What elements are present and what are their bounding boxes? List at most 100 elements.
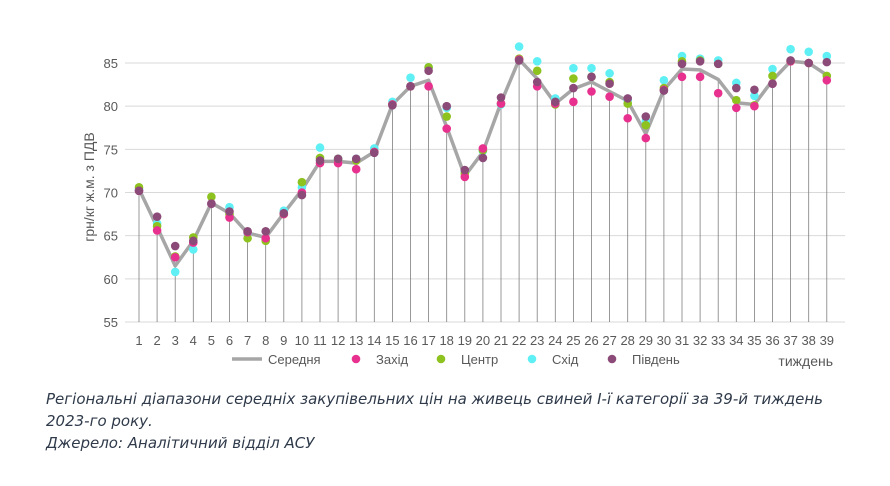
marker-Південь — [152, 212, 162, 221]
x-tick-label: 23 — [530, 333, 544, 348]
marker-Південь — [768, 79, 777, 89]
marker-Південь — [587, 72, 596, 82]
marker-Захід — [605, 92, 614, 101]
marker-Південь — [677, 59, 687, 69]
marker-Південь — [351, 154, 361, 164]
marker-Південь — [514, 56, 524, 65]
x-tick-label: 31 — [675, 333, 689, 348]
caption-line-2: 2023-го року. — [46, 412, 153, 430]
x-tick-label: 13 — [349, 333, 363, 348]
marker-Південь — [424, 66, 433, 76]
marker-Центр — [207, 192, 216, 202]
marker-Захід — [623, 113, 632, 123]
x-tick-label: 28 — [620, 333, 634, 348]
x-tick-label: 34 — [729, 333, 743, 348]
chart-area: 55 60 65 70 75 80 85 1 2 3 4 5 6 7 8 9 10 11 12 13 14 15 16 17 1… — [81, 42, 845, 369]
marker-Південь — [442, 101, 452, 111]
legend-label: Південь — [632, 352, 680, 367]
y-tick-label: 85 — [104, 56, 118, 71]
x-tick-label: 24 — [548, 333, 562, 348]
marker-Захід — [442, 124, 452, 133]
marker-Південь — [605, 79, 614, 89]
x-tick-label: 2 — [153, 333, 160, 348]
x-tick-label: 22 — [512, 333, 526, 348]
marker-Південь — [370, 148, 379, 158]
x-tick-label: 1 — [135, 333, 142, 348]
x-tick-label: 37 — [783, 333, 797, 348]
x-tick-label: 39 — [820, 333, 834, 348]
marker-Південь — [225, 207, 234, 216]
x-tick-label: 6 — [226, 333, 233, 348]
marker-Південь — [478, 153, 488, 163]
marker-Центр — [297, 177, 307, 187]
marker-Захід — [225, 213, 234, 222]
x-tick-label: 20 — [476, 333, 490, 348]
legend-swatch-Південь — [607, 354, 617, 364]
x-tick-label: 36 — [765, 333, 779, 348]
y-tick-label: 55 — [104, 315, 118, 330]
marker-Південь — [732, 83, 741, 93]
x-tick-label: 9 — [280, 333, 287, 348]
x-tick-label: 38 — [801, 333, 815, 348]
marker-Схід — [768, 64, 777, 74]
marker-Схід — [804, 47, 813, 57]
marker-Південь — [623, 94, 632, 103]
x-tick-label: 30 — [657, 333, 671, 348]
marker-Південь — [333, 154, 343, 164]
marker-Південь — [261, 227, 271, 236]
legend-swatch-Центр — [436, 354, 446, 364]
marker-Південь — [659, 86, 669, 95]
x-tick-label: 8 — [262, 333, 269, 348]
marker-Південь — [713, 59, 723, 69]
x-tick-label: 4 — [190, 333, 197, 348]
marker-Південь — [170, 241, 180, 251]
marker-Захід — [732, 103, 741, 113]
marker-Захід — [460, 172, 470, 182]
marker-Центр — [569, 74, 578, 83]
y-axis-label: грн/кг ж.м. з ПДВ — [81, 132, 97, 241]
marker-Південь — [804, 58, 813, 68]
x-axis-label: тиждень — [778, 353, 833, 369]
x-tick-label: 14 — [367, 333, 381, 348]
marker-Центр — [532, 66, 542, 76]
marker-Захід — [822, 75, 832, 85]
marker-Захід — [587, 87, 596, 96]
marker-Південь — [641, 112, 651, 121]
marker-Захід — [170, 252, 180, 262]
marker-Захід — [496, 99, 506, 108]
marker-Південь — [134, 186, 144, 196]
x-tick-label: 12 — [331, 333, 345, 348]
marker-Схід — [532, 56, 542, 66]
x-tick-label: 15 — [385, 333, 399, 348]
marker-Південь — [388, 101, 397, 110]
marker-Центр — [243, 233, 252, 243]
marker-Південь — [460, 165, 470, 175]
y-tick-label: 80 — [104, 99, 118, 114]
marker-Захід — [677, 72, 687, 82]
marker-Схід — [189, 245, 198, 254]
marker-Захід — [713, 88, 723, 98]
legend-label: Захід — [376, 352, 408, 367]
x-tick-label: 17 — [421, 333, 435, 348]
marker-Захід — [569, 97, 578, 107]
marker-Південь — [695, 56, 705, 66]
marker-Схід — [587, 63, 596, 73]
marker-Схід — [514, 42, 524, 51]
marker-Схід — [659, 75, 669, 85]
legend-swatch-Захід — [351, 354, 361, 364]
marker-Південь — [315, 156, 325, 165]
x-tick-label: 7 — [244, 333, 251, 348]
marker-Південь — [569, 83, 578, 93]
legend-label: Середня — [268, 352, 321, 367]
marker-Центр — [641, 120, 651, 130]
y-tick-label: 75 — [104, 142, 118, 157]
marker-Захід — [424, 82, 433, 91]
marker-Схід — [750, 91, 759, 101]
caption-line-1: Регіональні діапазони середніх закупівел… — [46, 390, 823, 408]
legend-label: Центр — [461, 352, 498, 367]
x-tick-label: 21 — [494, 333, 508, 348]
marker-Схід — [406, 73, 415, 82]
marker-Схід — [170, 267, 180, 277]
marker-Південь — [243, 227, 252, 236]
